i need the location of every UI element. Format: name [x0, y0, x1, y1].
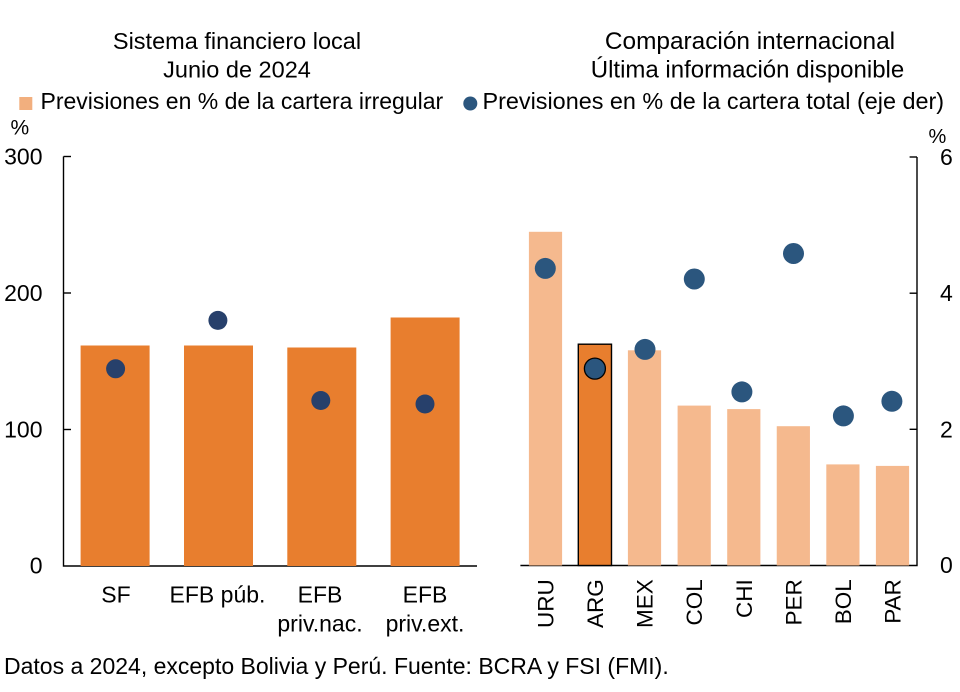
svg-text:2: 2 — [940, 416, 953, 442]
svg-text:0: 0 — [30, 552, 43, 578]
svg-text:EFB púb.: EFB púb. — [170, 582, 266, 608]
svg-text:BOL: BOL — [831, 579, 856, 624]
svg-text:Previsiones en % de la cartera: Previsiones en % de la cartera irregular — [41, 88, 444, 114]
svg-text:ARG: ARG — [583, 579, 608, 628]
svg-text:4: 4 — [940, 280, 953, 306]
svg-text:0: 0 — [940, 552, 953, 578]
svg-text:CHI: CHI — [732, 579, 757, 618]
svg-text:PER: PER — [781, 579, 806, 625]
svg-text:100: 100 — [4, 416, 42, 442]
svg-text:200: 200 — [4, 280, 42, 306]
svg-text:Datos a 2024, excepto Bolivia: Datos a 2024, excepto Bolivia y Perú. Fu… — [4, 653, 669, 679]
svg-text:EFB: EFB — [403, 582, 448, 608]
svg-text:Última información disponible: Última información disponible — [591, 56, 904, 83]
svg-text:priv.nac.: priv.nac. — [277, 611, 362, 637]
svg-text:COL: COL — [682, 579, 707, 625]
svg-text:Junio de 2024: Junio de 2024 — [163, 56, 311, 82]
svg-text:priv.ext.: priv.ext. — [386, 611, 465, 637]
svg-text:URU: URU — [534, 579, 559, 628]
svg-text:EFB: EFB — [298, 582, 343, 608]
svg-text:PAR: PAR — [881, 579, 906, 624]
svg-text:Previsiones en % de la cartera: Previsiones en % de la cartera total (ej… — [483, 88, 945, 114]
svg-text:6: 6 — [940, 144, 953, 170]
svg-text:%: % — [11, 117, 30, 140]
svg-text:300: 300 — [4, 143, 42, 169]
svg-text:MEX: MEX — [633, 579, 658, 628]
svg-text:SF: SF — [101, 582, 130, 608]
svg-text:Sistema financiero local: Sistema financiero local — [113, 28, 361, 54]
svg-text:Comparación internacional: Comparación internacional — [605, 28, 895, 55]
svg-text:%: % — [929, 126, 947, 148]
